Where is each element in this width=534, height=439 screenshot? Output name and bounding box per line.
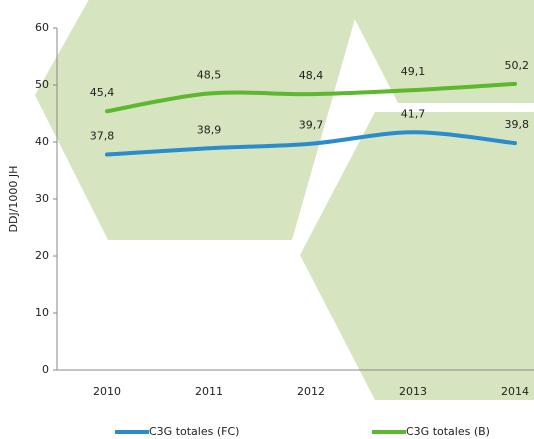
y-axis-label: DDJ/1000 JH [7, 166, 20, 233]
data-label: 49,1 [401, 65, 426, 78]
x-tick-label: 2011 [195, 385, 223, 398]
y-tick-label: 0 [42, 363, 49, 376]
y-tick-label: 20 [35, 249, 49, 262]
hexagon [300, 112, 534, 400]
data-label: 39,7 [299, 119, 324, 132]
data-label: 48,4 [299, 69, 324, 82]
y-tick-label: 40 [35, 135, 49, 148]
series-line [105, 81, 517, 114]
y-tick-label: 60 [35, 21, 49, 34]
x-tick-label: 2014 [501, 385, 529, 398]
data-label: 41,7 [401, 107, 426, 120]
data-label: 45,4 [90, 86, 115, 99]
hexagon [345, 0, 534, 103]
hexagon [35, 0, 361, 240]
x-tick-label: 2012 [297, 385, 325, 398]
data-label: 48,5 [197, 69, 222, 82]
data-label: 39,8 [505, 118, 530, 131]
series-line [105, 130, 517, 157]
data-label: 50,2 [505, 59, 530, 72]
y-tick-label: 30 [35, 192, 49, 205]
y-tick-label: 50 [35, 78, 49, 91]
data-label: 38,9 [197, 123, 222, 136]
x-tick-label: 2013 [399, 385, 427, 398]
legend-label: C3G totales (FC) [149, 425, 239, 438]
legend-label: C3G totales (B) [406, 425, 490, 438]
background-hexagons [35, 0, 534, 400]
data-label: 37,8 [90, 130, 115, 143]
y-tick-label: 10 [35, 306, 49, 319]
x-tick-label: 2010 [93, 385, 121, 398]
